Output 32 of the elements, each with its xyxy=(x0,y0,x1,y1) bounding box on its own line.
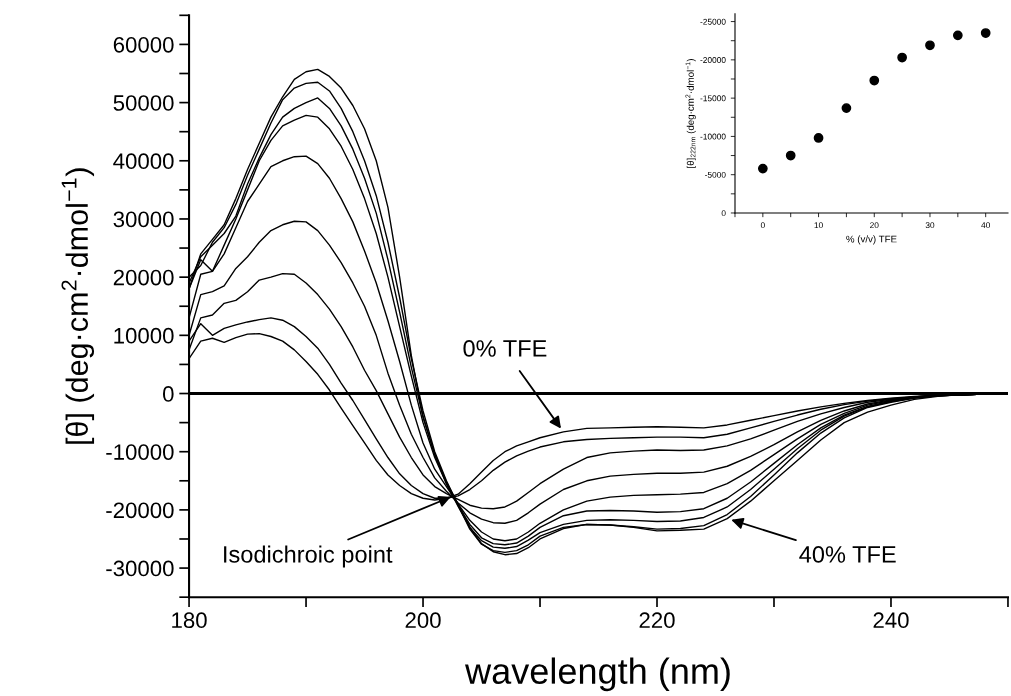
annotation: Isodichroic point xyxy=(224,545,393,568)
annotation: 40% TFE xyxy=(799,546,896,563)
y-tick-label: 20000 xyxy=(113,269,174,286)
y-tick-label: 50000 xyxy=(113,95,174,111)
x-axis-title: wavelength (nm) xyxy=(465,657,730,692)
y-tick-label: 60000 xyxy=(113,36,174,53)
y-tick-label: 40000 xyxy=(113,153,174,170)
y-tick-label: -5000 xyxy=(705,171,726,178)
x-tick-label: 220 xyxy=(639,612,675,629)
y-tick-label: -30000 xyxy=(106,560,174,577)
y-tick-label: -20000 xyxy=(106,502,174,519)
y-tick-label: -10000 xyxy=(106,444,174,460)
x-tick-label: 40 xyxy=(981,222,990,229)
y-tick-label: -25000 xyxy=(700,18,726,25)
y-axis-title: [θ] (deg·cm$^{2}$·dmol$^{−1}$) xyxy=(61,168,95,444)
y-tick-label: 0 xyxy=(162,386,174,402)
y-tick-label: -10000 xyxy=(700,133,726,140)
x-tick-label: 10 xyxy=(814,222,823,229)
x-tick-label: 240 xyxy=(873,612,909,629)
x-tick-label: 20 xyxy=(870,222,879,229)
y-tick-label: -20000 xyxy=(700,57,726,63)
y-tick-label: -15000 xyxy=(700,95,726,102)
y-axis-title: [θ]$_{222nm}$ (deg·cm$^{2}$·dmol$^{−1}$) xyxy=(685,59,696,168)
y-tick-label: 10000 xyxy=(114,327,174,344)
x-tick-label: 0 xyxy=(760,222,765,229)
x-tick-label: 30 xyxy=(925,222,935,229)
x-tick-label: 180 xyxy=(172,612,207,629)
y-tick-label: 30000 xyxy=(113,211,174,228)
annotation: 0% TFE xyxy=(463,340,547,357)
x-tick-label: 200 xyxy=(405,612,441,629)
x-axis-title: % (v/v) TFE xyxy=(846,235,897,245)
y-tick-label: 0 xyxy=(721,210,726,217)
